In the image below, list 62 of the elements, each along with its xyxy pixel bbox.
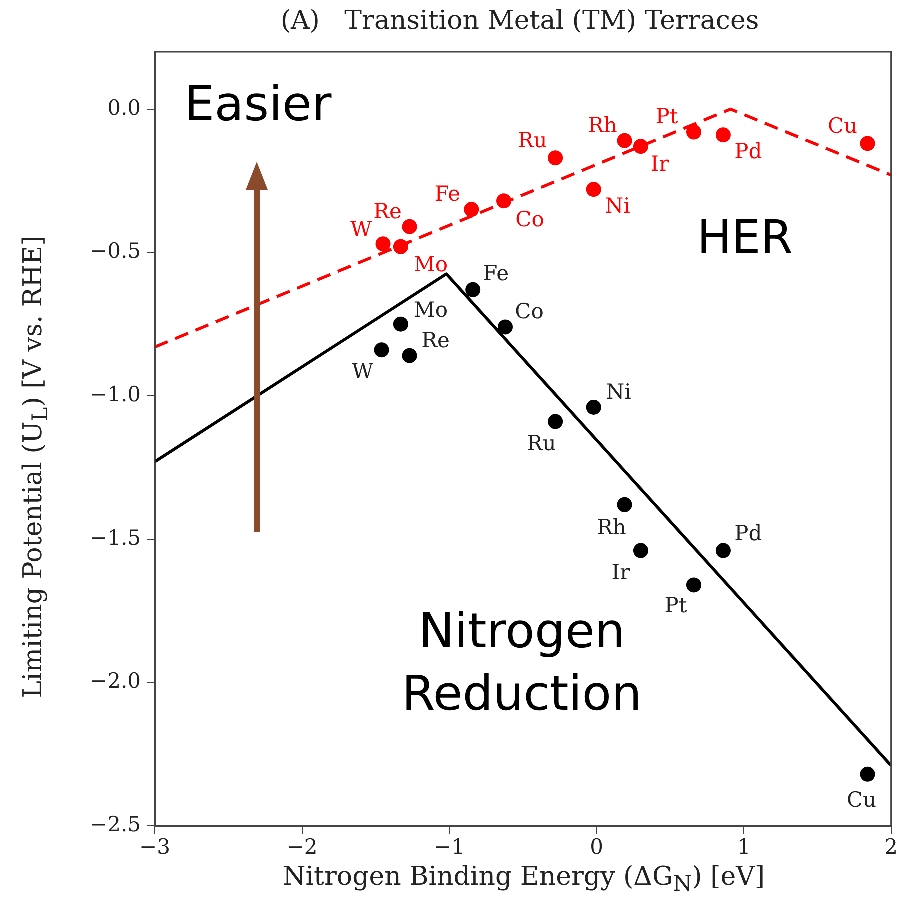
annotation: Rh [588,113,618,138]
annotation: Ni [605,194,631,218]
point [376,236,391,252]
point [586,400,602,415]
annotation: Pt [664,594,688,618]
annotation: Fe [434,182,461,206]
annotation: Ir [612,560,632,584]
point [548,414,564,430]
chart-title: (A) Transition Metal (TM) Terraces [280,6,760,36]
annotation: Ru [518,128,548,153]
annotation: Cu [828,114,858,138]
point [686,578,702,593]
point [548,150,564,166]
point [402,219,418,234]
annotation: Rh [597,515,626,540]
annotation: Co [515,300,544,324]
x-tick-label: 2 [884,835,898,860]
x-tick-label: −3 [140,835,170,860]
y-tick-label: −2.0 [90,669,141,694]
annotation: Ni [606,380,632,404]
x-tick-label: 0 [590,835,604,860]
annotation: HER [697,210,793,264]
point [617,497,632,512]
annotation: Easier [184,76,332,132]
annotation: Fe [483,261,510,286]
annotation: Pd [734,140,762,164]
annotation: Mo [414,252,448,276]
annotation: Pt [656,104,679,129]
point [586,182,602,198]
point [617,133,632,148]
annotation: Pd [734,521,762,546]
x-tick-label: 1 [737,835,751,860]
annotation: Mo [414,298,448,322]
point [464,202,480,218]
y-tick-label: 0.0 [108,96,141,120]
point [633,543,648,558]
annotation: Nitrogen Reduction [402,603,642,722]
point [860,136,876,152]
point [860,766,876,782]
x-axis-title: Nitrogen Binding Energy (ΔG$_{N}$) [eV] [282,862,766,898]
point [466,282,481,298]
point [402,348,418,364]
annotation: Re [374,199,402,224]
annotation: Ir [650,152,670,176]
point [393,316,408,332]
annotation: W [350,218,372,242]
annotation: Ru [526,431,556,456]
annotation: Co [516,208,544,232]
x-tick-label: −1 [434,835,466,860]
point [716,543,731,558]
x-tick-label: −2 [286,835,318,860]
point [374,342,390,358]
annotation: Cu [846,788,877,812]
y-tick-label: −2.5 [90,812,141,836]
y-tick-label: −0.5 [90,239,141,264]
annotation: W [352,360,374,384]
annotation: Re [422,328,450,352]
point [686,124,702,140]
y-tick-label: −1.0 [90,382,141,406]
point [498,320,513,335]
point [716,128,731,143]
y-tick-label: −1.5 [90,526,141,550]
